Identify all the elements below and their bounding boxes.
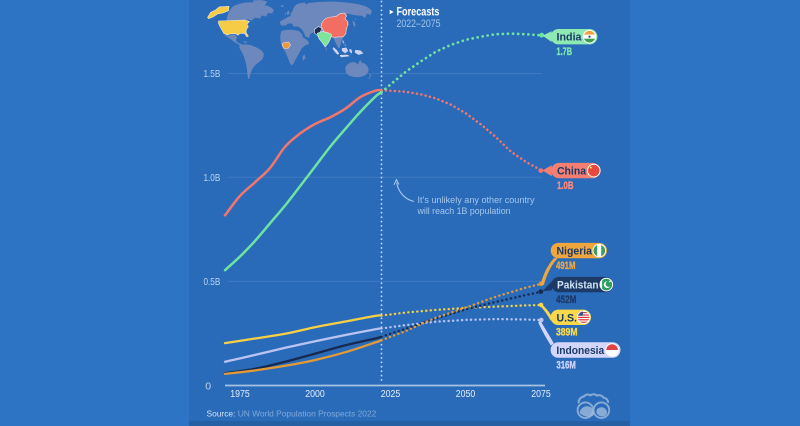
svg-text:2022–2075: 2022–2075 <box>397 18 441 30</box>
svg-text:Pakistan: Pakistan <box>557 280 599 292</box>
svg-text:2075: 2075 <box>531 389 551 400</box>
svg-text:It’s unlikely any other countr: It’s unlikely any other country <box>418 195 535 206</box>
svg-text:2025: 2025 <box>381 389 401 400</box>
svg-text:Indonesia: Indonesia <box>556 345 605 357</box>
svg-text:Nigeria: Nigeria <box>557 246 593 258</box>
svg-text:Source: UN World Population Pr: Source: UN World Population Prospects 20… <box>207 409 377 419</box>
svg-text:China: China <box>557 166 587 178</box>
svg-text:will reach 1B population: will reach 1B population <box>417 206 511 217</box>
svg-text:Forecasts: Forecasts <box>397 4 440 18</box>
svg-text:1.0B: 1.0B <box>204 172 221 184</box>
svg-text:452M: 452M <box>556 294 577 306</box>
svg-text:1975: 1975 <box>230 389 250 400</box>
svg-text:389M: 389M <box>556 327 578 339</box>
svg-text:U.S.: U.S. <box>557 312 578 324</box>
svg-text:1.5B: 1.5B <box>204 68 221 80</box>
svg-text:2050: 2050 <box>456 389 476 400</box>
svg-text:316M: 316M <box>556 360 576 372</box>
svg-text:India: India <box>557 32 583 44</box>
svg-text:2000: 2000 <box>305 389 325 400</box>
svg-text:0.5B: 0.5B <box>204 276 221 288</box>
svg-text:491M: 491M <box>556 260 576 272</box>
svg-text:1.7B: 1.7B <box>557 46 573 58</box>
svg-text:0: 0 <box>205 380 211 392</box>
svg-text:1.0B: 1.0B <box>557 180 574 192</box>
